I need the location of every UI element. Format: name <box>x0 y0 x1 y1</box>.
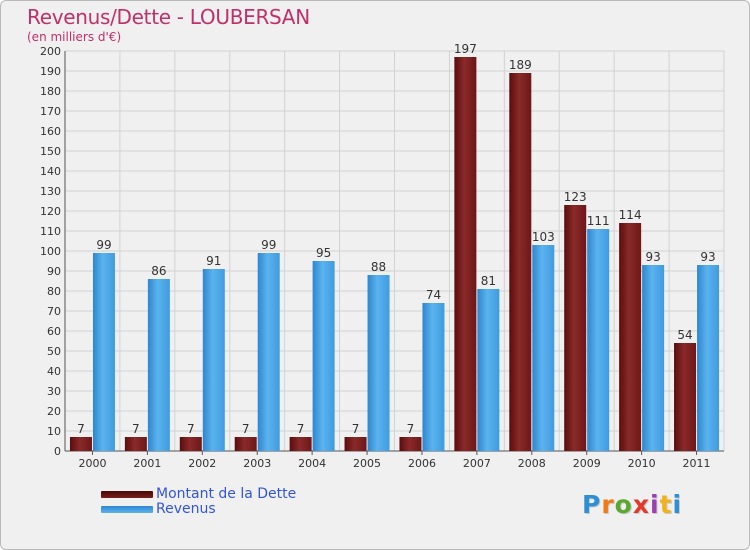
y-tick-label: 190 <box>40 65 61 78</box>
y-tick-label: 180 <box>40 85 61 98</box>
data-label: 99 <box>96 238 111 252</box>
x-tick-label: 2001 <box>133 457 161 470</box>
data-label: 99 <box>261 238 276 252</box>
x-tick-label: 2009 <box>573 457 601 470</box>
y-tick-label: 40 <box>47 365 61 378</box>
x-axis-ticks: 2000 2001 2002 2003 2004 2005 2006 2007 2008 2009… <box>78 451 711 470</box>
data-label: 7 <box>187 422 195 436</box>
bars <box>69 57 720 451</box>
data-label: 7 <box>352 422 360 436</box>
data-label: 7 <box>407 422 415 436</box>
bar-debt <box>124 437 147 451</box>
data-label: 93 <box>645 250 660 264</box>
data-label: 189 <box>509 58 532 72</box>
data-label: 111 <box>587 214 610 228</box>
y-tick-label: 50 <box>47 345 61 358</box>
y-tick-label: 200 <box>40 45 61 58</box>
y-axis-ticks: 0 10 20 30 40 50 60 70 80 90 100 110 120 130 140 150 160… <box>40 45 61 458</box>
data-label: 7 <box>242 422 250 436</box>
data-label: 197 <box>454 42 477 56</box>
data-label: 7 <box>132 422 140 436</box>
x-tick-label: 2002 <box>188 457 216 470</box>
data-label: 7 <box>77 422 85 436</box>
bar-revenue <box>422 303 445 451</box>
bar-revenue <box>147 279 170 451</box>
y-tick-label: 110 <box>40 225 61 238</box>
bar-debt <box>344 437 367 451</box>
bar-revenue <box>477 289 500 451</box>
bar-revenue <box>642 265 665 451</box>
bar-debt <box>69 437 92 451</box>
bar-debt <box>454 57 477 451</box>
legend-swatch-debt <box>101 491 153 498</box>
y-tick-label: 80 <box>47 285 61 298</box>
data-label: 103 <box>532 230 555 244</box>
y-tick-label: 60 <box>47 325 61 338</box>
bar-debt <box>399 437 422 451</box>
y-tick-label: 170 <box>40 105 61 118</box>
bar-revenue <box>202 269 225 451</box>
data-label: 88 <box>371 260 386 274</box>
bar-revenue <box>92 253 115 451</box>
y-tick-label: 160 <box>40 125 61 138</box>
data-label: 123 <box>564 190 587 204</box>
bar-debt <box>179 437 202 451</box>
y-tick-label: 150 <box>40 145 61 158</box>
bar-debt <box>509 73 532 451</box>
data-label: 54 <box>677 328 692 342</box>
bar-debt <box>289 437 312 451</box>
bar-revenue <box>587 229 610 451</box>
y-tick-label: 30 <box>47 385 61 398</box>
bar-revenue <box>367 275 390 451</box>
data-label: 86 <box>151 264 166 278</box>
legend-swatch-revenue <box>101 506 153 513</box>
chart-title: Revenus/Dette - LOUBERSAN <box>27 5 310 29</box>
data-label: 93 <box>700 250 715 264</box>
bar-debt <box>619 223 642 451</box>
chart-subtitle: (en milliers d'€) <box>27 30 122 44</box>
y-tick-label: 100 <box>40 245 61 258</box>
y-tick-label: 0 <box>54 445 61 458</box>
data-label: 91 <box>206 254 221 268</box>
x-tick-label: 2011 <box>683 457 711 470</box>
y-tick-label: 140 <box>40 165 61 178</box>
bar-revenue <box>257 253 280 451</box>
x-tick-label: 2004 <box>298 457 326 470</box>
x-tick-label: 2000 <box>78 457 106 470</box>
y-tick-label: 90 <box>47 265 61 278</box>
data-label: 81 <box>481 274 496 288</box>
grid-layer <box>64 50 725 452</box>
y-tick-label: 10 <box>47 425 61 438</box>
data-label: 95 <box>316 246 331 260</box>
x-tick-label: 2008 <box>518 457 546 470</box>
x-tick-label: 2006 <box>408 457 436 470</box>
y-tick-label: 70 <box>47 305 61 318</box>
y-tick-label: 120 <box>40 205 61 218</box>
bar-debt <box>234 437 257 451</box>
legend-label-debt: Montant de la Dette <box>156 486 297 502</box>
legend-label-revenue: Revenus <box>156 501 216 517</box>
data-label: 74 <box>426 288 441 302</box>
bar-revenue <box>697 265 720 451</box>
bar-debt <box>674 343 697 451</box>
data-label: 114 <box>619 208 642 222</box>
x-tick-label: 2005 <box>353 457 381 470</box>
proxiti-logo: Proxiti <box>582 490 683 519</box>
bar-debt <box>564 205 587 451</box>
x-tick-label: 2010 <box>628 457 656 470</box>
y-tick-label: 20 <box>47 405 61 418</box>
bar-revenue <box>532 245 555 451</box>
x-tick-label: 2003 <box>243 457 271 470</box>
x-tick-label: 2007 <box>463 457 491 470</box>
bar-revenue <box>312 261 335 451</box>
y-tick-label: 130 <box>40 185 61 198</box>
data-label: 7 <box>297 422 305 436</box>
